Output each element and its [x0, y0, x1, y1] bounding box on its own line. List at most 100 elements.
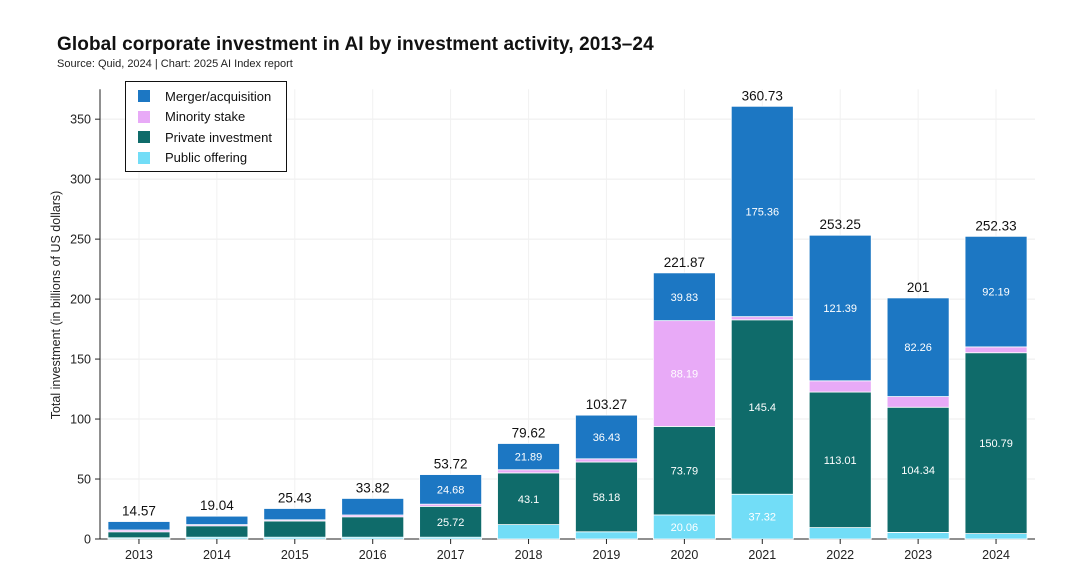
legend-swatch [138, 151, 150, 164]
y-tick-label: 100 [70, 413, 91, 427]
bar-segment [497, 443, 560, 471]
legend-label: Merger/acquisition [165, 88, 272, 104]
bar-segment [730, 316, 794, 321]
bar-segment [886, 396, 950, 408]
bar-segment [497, 472, 560, 526]
bar-total-label: 53.72 [434, 457, 468, 472]
bar-segment-label: 43.1 [518, 494, 539, 506]
bar-segment [808, 391, 872, 529]
bar-segment-label: 24.68 [437, 484, 465, 496]
x-tick-label: 2021 [748, 548, 776, 562]
bar-segment [419, 505, 483, 538]
bar-segment [730, 319, 794, 495]
bar-segment [964, 235, 1028, 348]
y-tick-label: 50 [77, 473, 91, 487]
x-tick-label: 2016 [359, 548, 387, 562]
legend-item: Merger/acquisition [138, 86, 286, 107]
bar-segment [419, 474, 483, 505]
bar-segment-label: 73.79 [671, 466, 699, 478]
bar-segment [341, 516, 405, 538]
y-tick-label: 200 [70, 293, 91, 307]
legend-label: Public offering [165, 150, 248, 166]
bar-total-label: 221.87 [664, 255, 705, 270]
bar-segment [497, 469, 560, 474]
bar-segment-label: 121.39 [823, 303, 857, 315]
bar-segment-label: 39.83 [671, 292, 699, 304]
legend-label: Private investment [165, 129, 272, 145]
x-tick-label: 2023 [904, 548, 932, 562]
legend-swatch [138, 131, 150, 144]
bar-segment-label: 36.43 [593, 432, 621, 444]
chart-legend: Merger/acquisition Minority stake Private … [125, 81, 287, 172]
bar-segment [808, 234, 872, 382]
bar-segment [886, 532, 950, 540]
bar-segment [575, 414, 638, 460]
bar-segment [808, 527, 872, 540]
bar-total-label: 14.57 [122, 504, 156, 519]
x-tick-label: 2022 [826, 548, 854, 562]
bar-segment [185, 515, 249, 526]
bar-segment [964, 533, 1028, 540]
legend-swatch [138, 90, 150, 103]
bar-total-label: 79.62 [512, 425, 546, 440]
bar-segment-label: 20.06 [671, 522, 699, 534]
y-tick-label: 300 [70, 173, 91, 187]
bar-segment [185, 525, 249, 538]
bar-segment [808, 380, 872, 393]
bar-segment-label: 113.01 [824, 455, 857, 467]
bar-total-label: 201 [907, 280, 930, 295]
bar-segment [652, 272, 716, 322]
bar-segment [730, 105, 794, 318]
bar-segment [497, 524, 560, 540]
x-tick-label: 2015 [281, 548, 309, 562]
bar-segment-label: 82.26 [904, 342, 932, 354]
bar-segment-label: 104.34 [901, 465, 935, 477]
y-tick-label: 350 [70, 113, 91, 127]
bar-segment [886, 406, 950, 533]
x-tick-label: 2018 [515, 548, 543, 562]
legend-item: Public offering [138, 148, 286, 169]
bar-segment [107, 531, 171, 539]
chart-title: Global corporate investment in AI by inv… [57, 34, 654, 55]
bar-segment [341, 498, 405, 516]
bar-segment [107, 521, 171, 531]
y-tick-label: 150 [70, 353, 91, 367]
bar-segment [886, 297, 950, 397]
x-tick-label: 2013 [125, 548, 153, 562]
bar-segment-label: 37.32 [749, 512, 777, 524]
bar-segment [575, 531, 638, 540]
chart-subtitle: Source: Quid, 2024 | Chart: 2025 AI Inde… [57, 58, 293, 70]
bar-segment-label: 145.4 [749, 402, 777, 414]
bar-total-label: 25.43 [278, 490, 312, 505]
y-tick-label: 250 [70, 233, 91, 247]
x-tick-label: 2017 [437, 548, 465, 562]
bar-segment [263, 520, 327, 538]
bar-total-label: 360.73 [742, 88, 783, 103]
bar-segment-label: 92.19 [982, 287, 1010, 299]
bar-total-label: 19.04 [200, 498, 234, 513]
bar-total-label: 253.25 [820, 217, 861, 232]
y-tick-label: 0 [84, 533, 91, 547]
legend-label: Minority stake [165, 109, 246, 125]
bar-total-label: 103.27 [586, 397, 627, 412]
x-tick-label: 2024 [982, 548, 1010, 562]
legend-item: Private investment [138, 127, 286, 148]
bar-segment [263, 508, 327, 521]
bar-total-label: 33.82 [356, 480, 390, 495]
bar-total-label: 252.33 [975, 218, 1016, 233]
x-tick-label: 2019 [593, 548, 621, 562]
bar-segment-label: 21.89 [515, 452, 543, 464]
x-tick-label: 2020 [670, 548, 698, 562]
bar-segment-label: 58.18 [593, 492, 621, 504]
legend-item: Minority stake [138, 107, 286, 128]
bar-segment-label: 150.79 [979, 438, 1013, 450]
bar-segment [730, 493, 794, 540]
bar-segment [575, 458, 638, 463]
bar-segment-label: 25.72 [437, 517, 465, 529]
legend-swatch [138, 110, 150, 123]
bar-segment [964, 346, 1028, 354]
bar-segment-label: 88.19 [671, 369, 699, 381]
bar-segment-label: 175.36 [745, 206, 779, 218]
bar-segment [652, 426, 716, 516]
